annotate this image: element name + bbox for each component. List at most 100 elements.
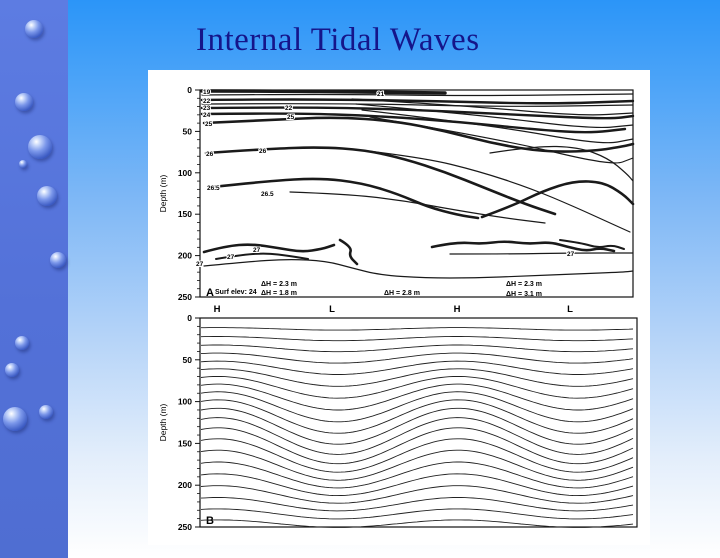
contour-line bbox=[201, 103, 634, 107]
depth-axis-label: Depth (m) bbox=[158, 403, 168, 441]
axis-tick-label: 100 bbox=[178, 168, 192, 178]
contour-line bbox=[200, 112, 627, 134]
plot-frame bbox=[199, 317, 638, 528]
contour-label: 21 bbox=[377, 91, 385, 98]
internal-wave-line bbox=[200, 449, 634, 481]
plot-frame bbox=[199, 89, 634, 298]
water-droplet-icon bbox=[28, 135, 52, 159]
contour-line bbox=[200, 106, 635, 120]
annotation-text: Surf elev: 24 bbox=[215, 289, 257, 296]
water-droplet-icon bbox=[15, 336, 29, 350]
contour-line bbox=[338, 238, 359, 266]
axis-tick-label: 150 bbox=[178, 438, 192, 448]
contour-line bbox=[367, 150, 631, 233]
internal-wave-line bbox=[200, 427, 634, 465]
annotation-text: ΔH = 3.1 m bbox=[506, 291, 542, 298]
axis-tick-label: 250 bbox=[178, 292, 192, 302]
water-droplet-icon bbox=[50, 252, 66, 268]
contour-line bbox=[200, 98, 635, 105]
contour-line bbox=[351, 98, 634, 116]
wave-phase-label: L bbox=[329, 304, 335, 315]
contour-label: 26 bbox=[259, 148, 267, 155]
internal-wave-line bbox=[200, 438, 634, 473]
contour-line bbox=[215, 252, 309, 260]
water-droplet-sidebar bbox=[0, 0, 68, 558]
annotation-text: ΔH = 2.8 m bbox=[384, 290, 420, 297]
contour-line bbox=[449, 252, 634, 255]
internal-wave-line bbox=[200, 383, 634, 411]
internal-wave-line bbox=[200, 497, 634, 512]
water-droplet-icon bbox=[37, 186, 57, 206]
contour-line bbox=[430, 240, 616, 253]
contour-label: 26.5 bbox=[207, 185, 220, 192]
axis-tick-label: 200 bbox=[178, 480, 192, 490]
contour-line bbox=[559, 239, 625, 250]
internal-wave-line bbox=[200, 352, 634, 364]
contour-line bbox=[200, 89, 447, 95]
contour-line bbox=[480, 180, 635, 219]
internal-wave-line bbox=[200, 407, 634, 445]
contour-line bbox=[202, 116, 635, 153]
figure-panel: 0 50 100 150 200 250 Depth (m) A 19 22 23 24 25 22 25 2… bbox=[148, 70, 650, 545]
wave-phase-label: H bbox=[454, 304, 461, 315]
annotation-text: ΔH = 2.3 m bbox=[261, 281, 297, 288]
internal-wave-line bbox=[200, 344, 634, 353]
internal-wave-line bbox=[200, 336, 634, 342]
internal-wave-line bbox=[200, 485, 634, 504]
contour-label: 26.5 bbox=[261, 191, 274, 198]
contour-line bbox=[210, 177, 480, 220]
water-droplet-icon bbox=[19, 160, 27, 168]
annotation-text: ΔH = 2.3 m bbox=[506, 281, 542, 288]
contour-line bbox=[204, 146, 557, 216]
contour-line bbox=[361, 109, 634, 144]
axis-tick-label: 50 bbox=[183, 355, 193, 365]
wave-phase-label: L bbox=[567, 304, 573, 315]
internal-wave-line bbox=[200, 417, 634, 455]
contour-line bbox=[289, 191, 546, 224]
contour-label: 19 bbox=[203, 89, 211, 96]
contour-line bbox=[203, 259, 634, 279]
internal-wave-line bbox=[200, 399, 634, 434]
contour-label: 27 bbox=[227, 254, 235, 261]
water-droplet-icon bbox=[3, 407, 27, 431]
contour-line bbox=[489, 145, 634, 182]
contour-label: 24 bbox=[203, 112, 211, 119]
axis-tick-label: 150 bbox=[178, 209, 192, 219]
annotation-text: ΔH = 1.8 m bbox=[261, 290, 297, 297]
axis-tick-label: 50 bbox=[183, 126, 193, 136]
slide-title: Internal Tidal Waves bbox=[196, 22, 480, 58]
water-droplet-icon bbox=[39, 405, 53, 419]
contour-label: 25 bbox=[287, 114, 295, 121]
internal-wave-line bbox=[200, 368, 634, 387]
contour-label: 27 bbox=[196, 261, 204, 268]
axis-tick-label: 0 bbox=[187, 313, 192, 323]
internal-wave-line bbox=[200, 461, 634, 489]
water-droplet-icon bbox=[25, 20, 43, 38]
internal-wave-line bbox=[200, 508, 634, 520]
contour-label: 26 bbox=[206, 151, 214, 158]
contour-label: 25 bbox=[205, 121, 213, 128]
internal-wave-line bbox=[200, 473, 634, 497]
water-droplet-icon bbox=[15, 93, 33, 111]
internal-wave-line bbox=[200, 519, 634, 528]
contour-label: 27 bbox=[567, 251, 575, 258]
internal-wave-line bbox=[200, 391, 634, 423]
depth-axis-label: Depth (m) bbox=[158, 174, 168, 212]
axis-tick-label: 100 bbox=[178, 397, 192, 407]
panel-label: B bbox=[206, 515, 214, 527]
contour-label: 23 bbox=[203, 105, 211, 112]
axis-tick-label: 250 bbox=[178, 522, 192, 532]
water-droplet-icon bbox=[5, 363, 19, 377]
axis-tick-label: 0 bbox=[187, 85, 192, 95]
contour-line bbox=[201, 93, 634, 97]
internal-wave-line bbox=[201, 327, 634, 331]
contour-label: 22 bbox=[285, 105, 293, 112]
wave-phase-label: H bbox=[214, 304, 221, 315]
contour-line bbox=[202, 243, 336, 254]
internal-wave-line bbox=[200, 360, 634, 375]
contour-line bbox=[355, 103, 634, 129]
contour-label: 27 bbox=[253, 247, 261, 254]
panel-label: A bbox=[206, 287, 214, 299]
